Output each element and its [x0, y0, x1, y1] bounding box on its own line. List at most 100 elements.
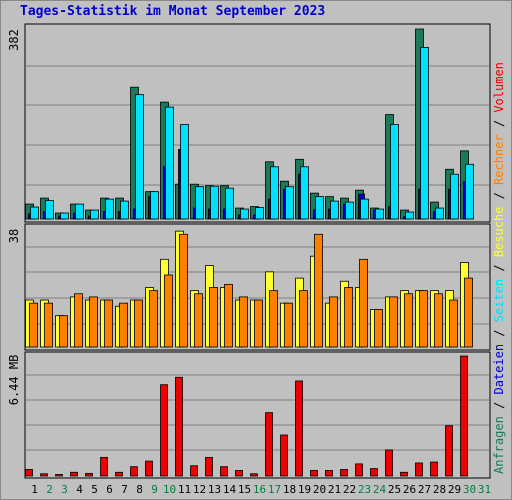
- bar-volumen: [295, 380, 303, 477]
- x-tick-label: 1: [31, 483, 38, 496]
- bar-rechner: [134, 299, 143, 348]
- bar-volumen: [355, 463, 363, 477]
- bar-volumen: [40, 473, 48, 477]
- bar-seiten: [270, 166, 279, 220]
- x-tick-label: 24: [373, 483, 387, 496]
- x-tick-label: 29: [448, 483, 461, 496]
- bar-volumen: [70, 471, 78, 477]
- panel-bottom: [24, 351, 491, 479]
- bar-seiten: [60, 212, 69, 220]
- bar-seiten: [105, 198, 114, 220]
- bar-rechner: [314, 233, 323, 348]
- bar-seiten: [405, 211, 414, 220]
- x-tick-label: 18: [283, 483, 296, 496]
- chart-title: Tages-Statistik im Monat September 2023: [20, 4, 326, 19]
- x-tick-label: 28: [433, 483, 446, 496]
- bar-rechner: [29, 302, 38, 348]
- legend-entry: Rechner: [492, 134, 506, 185]
- bar-volumen: [100, 456, 108, 477]
- bar-volumen: [280, 434, 288, 477]
- bar-rechner: [374, 309, 383, 348]
- x-tick-label: 14: [223, 483, 237, 496]
- bar-rechner: [164, 274, 173, 348]
- x-tick-label: 19: [298, 483, 311, 496]
- legend-entry: /: [492, 395, 506, 417]
- bar-rechner: [44, 302, 53, 348]
- x-tick-label: 6: [106, 483, 113, 496]
- bar-rechner: [254, 299, 263, 348]
- bar-seiten: [465, 163, 474, 220]
- x-tick-label: 23: [358, 483, 371, 496]
- x-tick-label: 7: [121, 483, 128, 496]
- legend-entry: /: [492, 185, 506, 207]
- bar-volumen: [310, 470, 318, 477]
- bar-seiten: [120, 200, 129, 220]
- legend-entry: Dateien: [492, 344, 506, 395]
- bar-seiten: [420, 47, 429, 220]
- bar-rechner: [419, 290, 428, 348]
- x-tick-label: 21: [328, 483, 341, 496]
- x-tick-label: 30: [463, 483, 476, 496]
- bar-volumen: [445, 425, 453, 477]
- bar-volumen: [430, 461, 438, 477]
- bar-seiten: [30, 206, 39, 220]
- bar-rechner: [119, 302, 128, 348]
- bar-rechner: [329, 296, 338, 348]
- bar-seiten: [165, 106, 174, 220]
- x-tick-label: 2: [46, 483, 53, 496]
- x-tick-label: 4: [76, 483, 83, 496]
- bar-seiten: [315, 196, 324, 220]
- legend-entry: /: [492, 257, 506, 279]
- bar-rechner: [149, 290, 158, 348]
- bar-rechner: [344, 287, 353, 348]
- bar-seiten: [360, 198, 369, 220]
- bar-seiten: [150, 191, 159, 220]
- bar-volumen: [370, 468, 378, 477]
- bar-rechner: [269, 290, 278, 348]
- bar-volumen: [400, 471, 408, 477]
- bar-volumen: [190, 465, 198, 477]
- legend-entry: /: [492, 322, 506, 344]
- legend-entry: Seiten: [492, 279, 506, 322]
- bar-rechner: [74, 293, 83, 348]
- bar-volumen: [220, 466, 228, 477]
- bar-volumen: [460, 355, 468, 477]
- x-tick-label: 20: [313, 483, 326, 496]
- bar-volumen: [175, 376, 183, 477]
- legend-entry: Anfragen: [492, 416, 506, 474]
- x-tick-label: 31: [478, 483, 491, 496]
- legend-entry: Besuche: [492, 207, 506, 258]
- bar-rechner: [239, 296, 248, 348]
- bar-rechner: [464, 277, 473, 348]
- panel-top: [24, 23, 491, 223]
- bar-seiten: [240, 208, 249, 220]
- bar-volumen: [160, 384, 168, 477]
- bar-rechner: [209, 287, 218, 348]
- x-tick-label: 13: [208, 483, 221, 496]
- bar-volumen: [265, 412, 273, 477]
- bar-volumen: [415, 462, 423, 477]
- y-max-label: 6.44 MB: [7, 355, 21, 406]
- x-tick-label: 5: [91, 483, 98, 496]
- x-tick-label: 16: [253, 483, 266, 496]
- legend-entry: Volumen: [492, 62, 506, 113]
- bar-seiten: [345, 201, 354, 220]
- bar-volumen: [205, 456, 213, 477]
- bar-seiten: [210, 185, 219, 220]
- bar-rechner: [104, 299, 113, 348]
- legend-vertical: Anfragen / Dateien / Seiten / Besuche / …: [492, 62, 506, 474]
- bar-volumen: [115, 471, 123, 477]
- bar-seiten: [75, 203, 84, 220]
- x-tick-label: 27: [418, 483, 431, 496]
- bar-rechner: [59, 315, 68, 348]
- bar-seiten: [180, 124, 189, 220]
- bar-seiten: [45, 200, 54, 220]
- bar-volumen: [85, 472, 93, 477]
- bar-volumen: [385, 449, 393, 477]
- bar-seiten: [330, 200, 339, 220]
- bar-seiten: [195, 186, 204, 220]
- bar-rechner: [449, 299, 458, 348]
- bar-rechner: [404, 293, 413, 348]
- bar-seiten: [450, 173, 459, 220]
- bar-rechner: [224, 283, 233, 348]
